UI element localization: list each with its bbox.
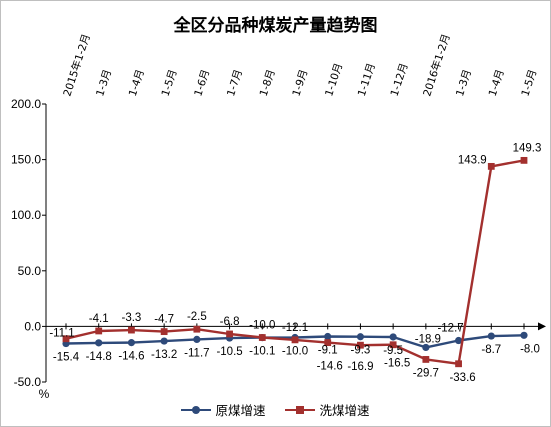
data-label: -14.6 bbox=[118, 351, 144, 363]
x-tick-label: 1-7月 bbox=[225, 68, 245, 98]
data-point bbox=[95, 327, 103, 335]
x-tick-label: 1-12月 bbox=[389, 62, 411, 98]
data-point bbox=[389, 341, 397, 349]
data-label: -3.3 bbox=[122, 312, 142, 324]
x-tick-label: 1-3月 bbox=[454, 68, 474, 98]
data-point bbox=[520, 331, 528, 339]
data-label: -4.7 bbox=[154, 314, 174, 326]
data-point bbox=[487, 162, 495, 170]
data-point bbox=[520, 156, 528, 164]
data-label: -11.7 bbox=[184, 347, 209, 359]
data-label: -4.1 bbox=[89, 313, 109, 325]
y-tick-label: 100.0 bbox=[11, 208, 41, 222]
legend: 原煤增速 洗煤增速 bbox=[0, 400, 551, 419]
data-point bbox=[62, 335, 70, 343]
data-point bbox=[389, 333, 397, 341]
data-label: -10.0 bbox=[249, 320, 275, 332]
data-label: 143.9 bbox=[458, 154, 487, 166]
data-point bbox=[357, 341, 364, 349]
data-label: -13.2 bbox=[151, 349, 177, 361]
data-point bbox=[422, 356, 430, 363]
x-tick-label: 1-11月 bbox=[356, 62, 378, 98]
data-point bbox=[127, 339, 136, 347]
data-label: -10.1 bbox=[249, 346, 275, 358]
y-tick-label: 0.0 bbox=[24, 319, 41, 333]
data-label: -10.5 bbox=[216, 346, 242, 358]
data-label: -10.0 bbox=[282, 346, 308, 358]
data-point bbox=[258, 334, 266, 341]
data-label: -14.6 bbox=[317, 361, 343, 373]
data-label: -9.1 bbox=[318, 345, 338, 357]
chart-title: 全区分品种煤炭产量趋势图 bbox=[173, 16, 378, 36]
data-label: -29.7 bbox=[413, 367, 439, 379]
data-point bbox=[455, 360, 462, 368]
x-tick-label: 1-5月 bbox=[160, 68, 180, 98]
y-tick-label: 50.0 bbox=[18, 264, 42, 278]
data-point bbox=[324, 339, 332, 347]
legend-item-washed-coal: 洗煤增速 bbox=[285, 400, 370, 419]
data-point bbox=[422, 343, 430, 352]
data-point bbox=[226, 330, 233, 338]
legend-swatch-raw-coal bbox=[181, 405, 212, 415]
data-label: -12.7 bbox=[437, 323, 463, 335]
data-label: -9.5 bbox=[383, 345, 403, 357]
x-tick-label: 2016年1-2月 bbox=[420, 32, 452, 98]
y-tick-label: 150.0 bbox=[11, 153, 41, 167]
data-label: -8.7 bbox=[481, 344, 501, 356]
legend-label-raw-coal: 原煤增速 bbox=[215, 403, 266, 418]
x-tick-label: 1-4月 bbox=[487, 68, 507, 98]
data-label: -2.5 bbox=[187, 311, 207, 323]
data-label: -18.9 bbox=[415, 333, 441, 345]
data-label: -33.6 bbox=[449, 372, 475, 384]
data-point bbox=[356, 333, 365, 341]
data-label: -16.5 bbox=[384, 358, 410, 370]
data-point bbox=[487, 332, 495, 340]
data-label: 149.3 bbox=[513, 142, 542, 154]
data-point bbox=[160, 337, 168, 345]
legend-item-raw-coal: 原煤增速 bbox=[181, 400, 266, 419]
x-tick-label: 1-8月 bbox=[258, 68, 278, 98]
data-label: -14.8 bbox=[86, 351, 112, 363]
y-axis-label: % bbox=[39, 387, 50, 401]
data-label: -9.3 bbox=[351, 345, 371, 357]
x-tick-label: 1-6月 bbox=[192, 68, 212, 98]
x-tick-label: 1-5月 bbox=[519, 68, 539, 98]
legend-label-washed-coal: 洗煤增速 bbox=[319, 403, 370, 418]
x-tick-label: 1-10月 bbox=[323, 62, 345, 98]
data-label: -15.4 bbox=[53, 352, 80, 364]
data-point bbox=[193, 335, 201, 344]
x-tick-label: 1-3月 bbox=[94, 68, 114, 98]
data-point bbox=[291, 336, 299, 344]
data-label: -8.0 bbox=[520, 343, 540, 355]
data-label: -12.1 bbox=[282, 322, 308, 334]
x-axis-arrow bbox=[538, 322, 546, 331]
y-tick-label: -50.0 bbox=[14, 375, 42, 389]
data-point bbox=[193, 325, 201, 333]
data-point bbox=[128, 326, 135, 334]
data-point bbox=[324, 332, 332, 341]
data-point bbox=[160, 328, 168, 336]
data-point bbox=[95, 339, 103, 347]
x-tick-label: 1-9月 bbox=[290, 68, 310, 98]
data-label: -11.1 bbox=[49, 328, 74, 340]
y-tick-label: 200.0 bbox=[11, 97, 41, 111]
data-point bbox=[454, 336, 463, 345]
x-tick-label: 2015年1-2月 bbox=[60, 32, 92, 98]
legend-swatch-washed-coal bbox=[285, 405, 316, 415]
x-tick-label: 1-4月 bbox=[127, 68, 147, 98]
data-label: -6.8 bbox=[220, 316, 240, 328]
data-label: -16.9 bbox=[347, 361, 373, 373]
